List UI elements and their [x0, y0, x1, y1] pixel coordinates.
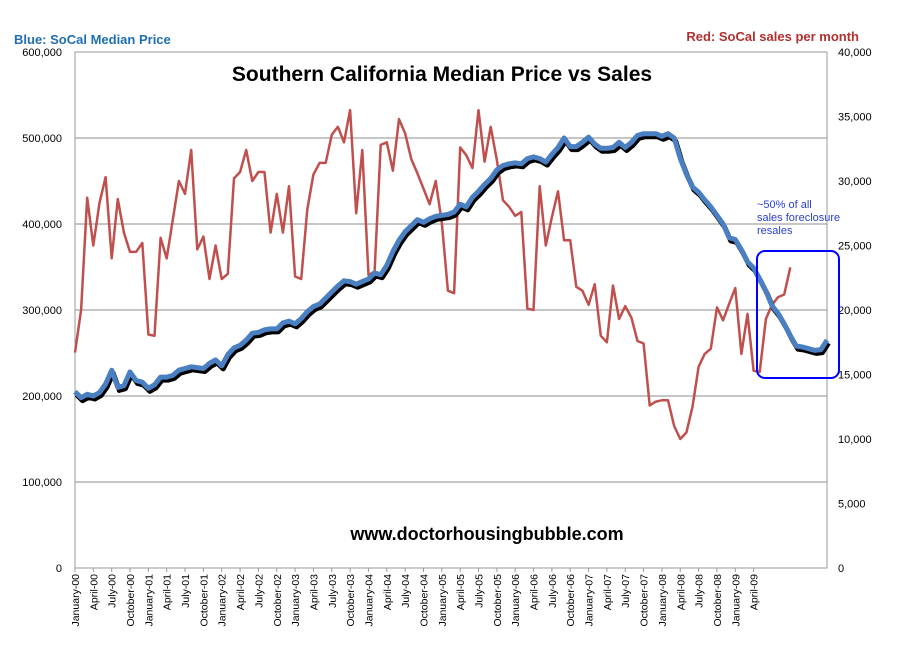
- x-axis-tick-label: July-00: [107, 574, 119, 608]
- median-price-series-line: [73, 131, 830, 401]
- x-axis-tick-label: April-05: [455, 574, 467, 610]
- x-axis-tick-label: January-08: [657, 574, 669, 627]
- x-axis-tick-label: January-04: [364, 574, 376, 627]
- sales-series-line: [73, 108, 792, 441]
- x-axis-tick-label: April-09: [749, 574, 761, 610]
- x-axis-tick-label: October-06: [565, 574, 577, 627]
- legend-median-price: Blue: SoCal Median Price: [14, 32, 171, 47]
- right-axis-tick-label: 0: [838, 563, 844, 575]
- left-axis-ticks: 0 100,000 200,000 300,000 400,000 500,000 600,…: [22, 47, 62, 575]
- left-axis-tick-label: 0: [56, 563, 62, 575]
- x-axis-tick-label: January-06: [510, 574, 522, 627]
- right-axis-tick-label: 10,000: [838, 434, 872, 446]
- x-axis-tick-label: October-05: [492, 574, 504, 627]
- x-axis-tick-label: April-04: [382, 574, 394, 610]
- foreclosure-highlight-box: [756, 250, 840, 379]
- annotation-line-3: resales: [757, 225, 793, 237]
- x-axis-tick-label: July-04: [400, 574, 412, 608]
- website-label: www.doctorhousingbubble.com: [349, 524, 623, 544]
- x-axis-tick-label: October-02: [272, 574, 284, 627]
- right-axis-tick-label: 5,000: [838, 499, 866, 511]
- x-axis-tick-label: July-05: [474, 574, 486, 608]
- chart-title: Southern California Median Price vs Sale…: [232, 63, 652, 86]
- x-axis-tick-label: January-09: [730, 574, 742, 627]
- x-axis-tick-label: July-08: [694, 574, 706, 608]
- x-axis-tick-label: January-01: [143, 574, 155, 627]
- x-axis-tick-label: January-02: [217, 574, 229, 627]
- left-axis-tick-label: 200,000: [22, 391, 62, 403]
- right-axis-tick-label: 35,000: [838, 112, 872, 124]
- x-axis-tick-label: October-03: [345, 574, 357, 627]
- x-axis-tick-label: July-03: [327, 574, 339, 608]
- x-axis-tick-label: January-03: [290, 574, 302, 627]
- left-axis-tick-label: 400,000: [22, 219, 62, 231]
- right-axis-tick-label: 20,000: [838, 305, 872, 317]
- x-axis-tick-label: October-07: [639, 574, 651, 627]
- left-axis-tick-label: 600,000: [22, 47, 62, 59]
- right-axis-tick-label: 15,000: [838, 370, 872, 382]
- left-axis-tick-label: 100,000: [22, 477, 62, 489]
- x-axis-tick-label: October-00: [125, 574, 137, 627]
- x-axis-tick-label: July-06: [547, 574, 559, 608]
- grid-lines: [75, 137, 827, 483]
- x-axis-tick-label: April-07: [602, 574, 614, 610]
- median-price-shadow-line: [74, 134, 831, 404]
- x-axis-tick-label: January-05: [437, 574, 449, 627]
- right-axis-tick-label: 40,000: [838, 47, 872, 59]
- x-axis-tick-label: January-00: [70, 574, 82, 627]
- annotation-line-2: sales foreclosure: [757, 212, 840, 224]
- left-axis-tick-label: 300,000: [22, 305, 62, 317]
- x-axis-tick-label: April-03: [308, 574, 320, 610]
- x-axis-tick-label: October-04: [419, 574, 431, 627]
- right-axis-tick-label: 25,000: [838, 241, 872, 253]
- right-axis-tick-label: 30,000: [838, 176, 872, 188]
- series-lines: [73, 108, 831, 441]
- annotation-line-1: ~50% of all: [757, 199, 812, 211]
- x-axis-ticks: January-00 April-00 July-00 October-00 Janua…: [70, 568, 761, 627]
- x-axis-tick-label: April-02: [235, 574, 247, 610]
- x-axis-tick-label: July-07: [620, 574, 632, 608]
- x-axis-tick-label: April-08: [675, 574, 687, 610]
- x-axis-tick-label: July-01: [180, 574, 192, 608]
- x-axis-tick-label: January-07: [584, 574, 596, 627]
- x-axis-tick-label: April-00: [88, 574, 100, 610]
- plot-area-border: [74, 51, 828, 569]
- x-axis-tick-label: October-08: [712, 574, 724, 627]
- x-axis-tick-label: April-01: [162, 574, 174, 610]
- x-axis-tick-label: October-01: [198, 574, 210, 627]
- x-axis-tick-label: July-02: [253, 574, 265, 608]
- left-axis-tick-label: 500,000: [22, 133, 62, 145]
- right-axis-ticks: 0 5,000 10,000 15,000 20,000 25,000 30,000 35,0…: [838, 47, 872, 575]
- legend-sales: Red: SoCal sales per month: [686, 29, 859, 44]
- x-axis-tick-label: April-06: [529, 574, 541, 610]
